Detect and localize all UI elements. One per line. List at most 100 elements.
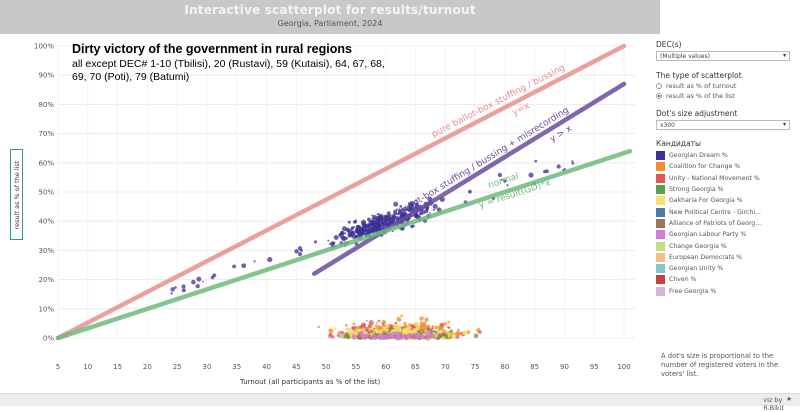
x-tick-label: 95 — [590, 363, 599, 371]
legend-item[interactable]: Unity - National Movement % — [656, 173, 796, 184]
data-point — [357, 234, 360, 237]
scatter-option-list[interactable]: result as % of the list — [656, 92, 796, 100]
legend-list: Georgian Dream % Coalition for Change % Un… — [656, 150, 796, 297]
legend-item[interactable]: Change Georgia % — [656, 240, 796, 251]
data-point — [391, 216, 394, 219]
data-point — [350, 227, 354, 231]
data-point — [390, 217, 394, 222]
data-point — [383, 323, 387, 326]
legend-item[interactable]: Coalition for Change % — [656, 161, 796, 172]
data-point — [355, 328, 358, 331]
data-point — [400, 332, 404, 336]
dot-size-dropdown[interactable]: x300 ▾ — [656, 120, 790, 130]
y-axis-label: result as % of the list — [12, 160, 21, 229]
scatter-option-turnout[interactable]: result as % of turnout — [656, 82, 796, 90]
data-point — [373, 228, 377, 232]
data-point — [497, 172, 503, 178]
data-point — [500, 178, 504, 181]
legend-item[interactable]: Georgian Labour Party % — [656, 229, 796, 240]
data-point — [397, 209, 401, 213]
legend-item[interactable]: Georgian Unity % — [656, 263, 796, 274]
legend-item[interactable]: Georgian Dream % — [656, 150, 796, 161]
data-point — [429, 212, 431, 214]
data-point — [351, 333, 356, 338]
data-point — [411, 333, 414, 336]
data-point — [414, 213, 420, 220]
data-point — [334, 334, 337, 337]
data-point — [377, 325, 380, 328]
data-point — [431, 325, 434, 328]
legend-item[interactable]: New Political Centre - Girchi... — [656, 206, 796, 217]
data-point — [448, 336, 451, 339]
legend-item[interactable]: Gakharia For Georgia % — [656, 195, 796, 206]
legend-item[interactable]: Chven % — [656, 274, 796, 285]
data-point — [353, 226, 356, 229]
legend-item[interactable]: Strong Georgia % — [656, 184, 796, 195]
legend-label: Change Georgia % — [669, 242, 727, 250]
data-point — [340, 330, 345, 335]
legend-label: Unity - National Movement % — [669, 174, 760, 182]
chevron-down-icon: ▾ — [782, 52, 786, 59]
data-point — [404, 330, 409, 335]
data-point — [386, 211, 391, 216]
legend-item[interactable]: Alliance of Patriots of Georg... — [656, 218, 796, 229]
legend-label: European Democrats % — [669, 253, 743, 261]
data-point — [435, 330, 438, 333]
x-tick-label: 60 — [381, 363, 390, 371]
y-tick-labels: 0% 10% 20% 30% 40% 50% 60% 70% 80% 90% 100% — [34, 43, 54, 343]
legend-item[interactable]: European Democrats % — [656, 252, 796, 263]
data-point — [571, 160, 574, 163]
x-tick-label: 25 — [173, 363, 182, 371]
data-point — [544, 169, 549, 174]
data-point — [429, 334, 433, 338]
data-point — [354, 219, 357, 222]
data-point — [457, 328, 460, 332]
y-tick-label: 20% — [38, 276, 54, 284]
x-tick-label: 15 — [113, 363, 122, 371]
radio-button-turnout[interactable] — [656, 83, 662, 89]
data-point — [455, 335, 460, 340]
annotation-box: Dirty victory of the government in rural… — [72, 42, 392, 84]
data-point — [317, 325, 321, 329]
x-tick-label: 80 — [500, 363, 509, 371]
x-axis-label: Turnout (all participants as % of the li… — [240, 378, 381, 386]
data-point — [441, 336, 446, 340]
data-point — [366, 228, 372, 233]
data-point — [377, 224, 380, 227]
data-point — [394, 321, 398, 325]
footer-credit[interactable]: ★ viz by R.Bikit — [763, 395, 792, 412]
data-point — [397, 331, 400, 334]
data-point — [419, 316, 424, 321]
scatter-plot[interactable]: 0% 10% 20% 30% 40% 50% 60% 70% 80% 90% 100% 5 10 15 2… — [0, 34, 656, 390]
data-point — [436, 334, 440, 338]
y-tick-label: 40% — [38, 218, 54, 226]
scatter-option-label: result as % of turnout — [666, 82, 737, 90]
legend-item[interactable]: Free Georgia % — [656, 286, 796, 297]
dec-filter-dropdown[interactable]: (Multiple values) ▾ — [656, 51, 790, 61]
data-point — [333, 327, 337, 331]
data-point — [382, 223, 387, 227]
dot-size-note: A dot's size is proportional to the numb… — [661, 352, 779, 378]
data-point — [407, 325, 412, 331]
data-point — [371, 216, 377, 222]
data-point — [375, 329, 379, 333]
y-tick-label: 100% — [34, 43, 54, 51]
x-tick-label: 75 — [471, 363, 480, 371]
data-point — [384, 334, 390, 340]
y-tick-label: 10% — [38, 305, 54, 313]
data-point — [170, 292, 173, 295]
legend-swatch — [656, 185, 665, 195]
data-point — [232, 264, 237, 269]
x-tick-label: 85 — [530, 363, 539, 371]
data-point — [385, 324, 390, 329]
radio-button-list[interactable] — [656, 93, 662, 99]
data-point — [556, 164, 561, 169]
data-point — [394, 334, 399, 339]
y-tick-label: 70% — [38, 130, 54, 138]
data-point — [196, 276, 202, 282]
legend-label: Georgian Labour Party % — [669, 231, 747, 239]
data-point — [407, 208, 410, 211]
legend-swatch — [656, 241, 665, 251]
scatter-points — [170, 159, 575, 341]
data-point — [181, 284, 186, 289]
